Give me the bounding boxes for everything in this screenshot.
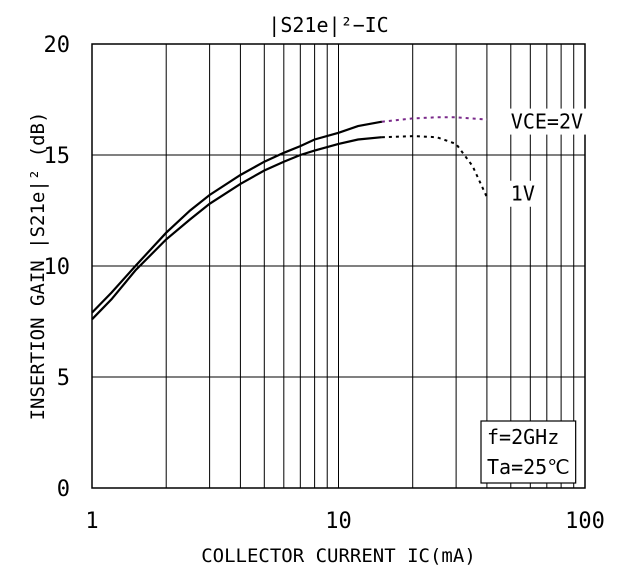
series-label-0: VCE=2V [511, 110, 583, 134]
temperature-annotation: Ta=25℃ [487, 455, 570, 479]
series-labels: VCE=2V 1V [507, 108, 587, 207]
series-extrapolated-1 [381, 135, 488, 198]
series-label-1: 1V [511, 182, 535, 206]
series-line-0 [91, 120, 383, 314]
series-label-bg [507, 108, 587, 135]
y-tick-label: 20 [44, 33, 71, 58]
series-line-1 [91, 136, 383, 321]
y-axis-label: INSERTION GAIN |S21e|² (dB) [27, 112, 49, 421]
tick-labels: 1 10 100 0 5 10 15 20 [44, 33, 605, 534]
y-tick-label: 15 [44, 144, 71, 169]
series-extrapolated-0 [381, 116, 487, 123]
plot-frame [91, 43, 586, 489]
x-tick-label: 1 [85, 509, 98, 534]
frequency-annotation: f=2GHz [487, 425, 559, 449]
x-tick-label: 10 [325, 509, 352, 534]
chart-title: |S21e|²−IC [268, 13, 388, 37]
x-tick-label: 100 [565, 509, 605, 534]
y-tick-label: 0 [57, 477, 70, 502]
series-label-bg [507, 180, 538, 207]
y-tick-label: 5 [57, 366, 70, 391]
x-axis-label: COLLECTOR CURRENT IC(mA) [201, 545, 476, 567]
y-tick-label: 10 [44, 255, 71, 280]
series-layer [91, 116, 488, 321]
conditions-box: f=2GHz Ta=25℃ [480, 420, 577, 484]
